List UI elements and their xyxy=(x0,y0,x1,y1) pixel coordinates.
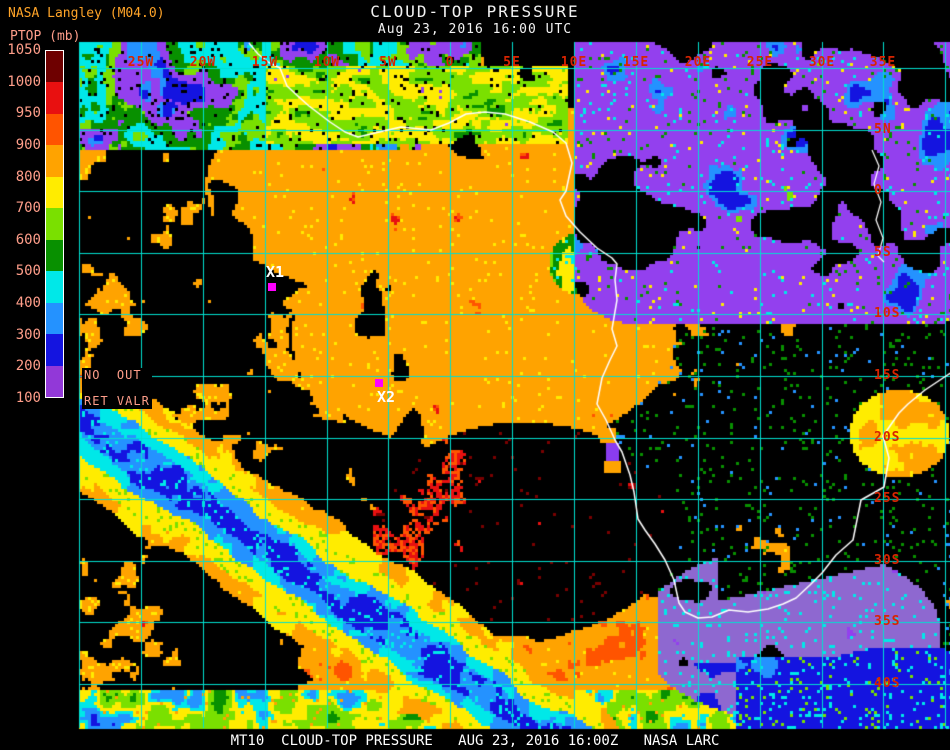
marker-dot-x2 xyxy=(375,379,383,387)
note-line: NO OUT xyxy=(84,368,142,382)
titlebar: CLOUD-TOP PRESSURE Aug 23, 2016 16:00 UT… xyxy=(0,2,950,37)
colorbar-segment xyxy=(46,176,63,209)
page-title: CLOUD-TOP PRESSURE xyxy=(370,2,580,21)
colorbar-segment xyxy=(46,334,63,366)
latitude-label: 5S xyxy=(874,244,892,260)
colorbar-tick: 200 xyxy=(15,358,41,375)
marker-label-x2: X2 xyxy=(377,388,396,406)
latitude-label: 0 xyxy=(874,182,883,198)
longitude-label: 15W xyxy=(251,55,279,70)
colorbar-segment xyxy=(46,82,63,114)
colorbar-tick: 400 xyxy=(15,295,41,312)
colorbar-tick: 300 xyxy=(15,326,41,343)
latitude-label: 5N xyxy=(874,121,892,137)
longitude-label: 25W xyxy=(127,55,155,70)
longitude-label: 10W xyxy=(313,55,341,70)
colorbar-tick: 900 xyxy=(15,136,41,153)
longitude-label: 0 xyxy=(445,55,455,70)
colorbar-tick: 1050 xyxy=(7,42,41,58)
footer-caption: MT10 CLOUD-TOP PRESSURE AUG 23, 2016 16:… xyxy=(230,733,720,749)
latitude-label: 10S xyxy=(874,305,901,321)
marker-label-x1: X1 xyxy=(266,263,285,281)
colorbar-ticks: 1050 1000 950 900 800 700 600 500 400 300 200 100 xyxy=(0,0,43,406)
pressure-colorbar xyxy=(45,50,64,398)
colorbar-segment xyxy=(46,145,63,177)
colorbar-segment xyxy=(46,239,63,272)
colorbar-tick: 600 xyxy=(15,231,41,248)
colorbar-segment xyxy=(46,113,63,146)
latitude-label: 20S xyxy=(874,429,901,445)
colorbar-segment xyxy=(46,51,63,83)
latitude-label: 40S xyxy=(874,675,901,691)
longitude-label: 15E xyxy=(622,55,650,70)
longitude-label: 10E xyxy=(560,55,588,70)
colorbar-tick: 700 xyxy=(15,200,41,217)
colorbar-segment xyxy=(46,208,63,240)
colorbar-tick: 1000 xyxy=(7,73,41,90)
no-retrieval-note: NO OUT RET VALR xyxy=(82,368,152,409)
colorbar-tick: 500 xyxy=(15,263,41,280)
latitude-label: 35S xyxy=(874,613,901,629)
colorbar-title: PTOP (mb) xyxy=(10,29,81,44)
latitude-label: 30S xyxy=(874,552,901,568)
longitude-label: 5W xyxy=(379,55,397,70)
page-subtitle: Aug 23, 2016 16:00 UTC xyxy=(377,22,573,37)
colorbar-tick: 100 xyxy=(15,390,41,406)
colorbar-tick: 950 xyxy=(15,105,41,122)
marker-dot-x1 xyxy=(268,283,276,291)
longitude-label: 35E xyxy=(869,55,897,70)
colorbar-segment xyxy=(46,302,63,335)
credit-label: NASA Langley (M04.0) xyxy=(8,6,165,21)
longitude-label: 25E xyxy=(746,55,774,70)
colorbar-segment xyxy=(46,271,63,303)
longitude-label: 20W xyxy=(189,55,217,70)
note-line: RET VALR xyxy=(84,394,150,408)
colorbar-tick: 800 xyxy=(15,168,41,185)
longitude-label: 20E xyxy=(684,55,712,70)
colorbar-segment xyxy=(46,365,63,397)
latitude-label: 25S xyxy=(874,490,901,506)
latitude-label: 15S xyxy=(874,367,901,383)
longitude-label: 5E xyxy=(503,55,521,70)
longitude-label: 30E xyxy=(808,55,836,70)
